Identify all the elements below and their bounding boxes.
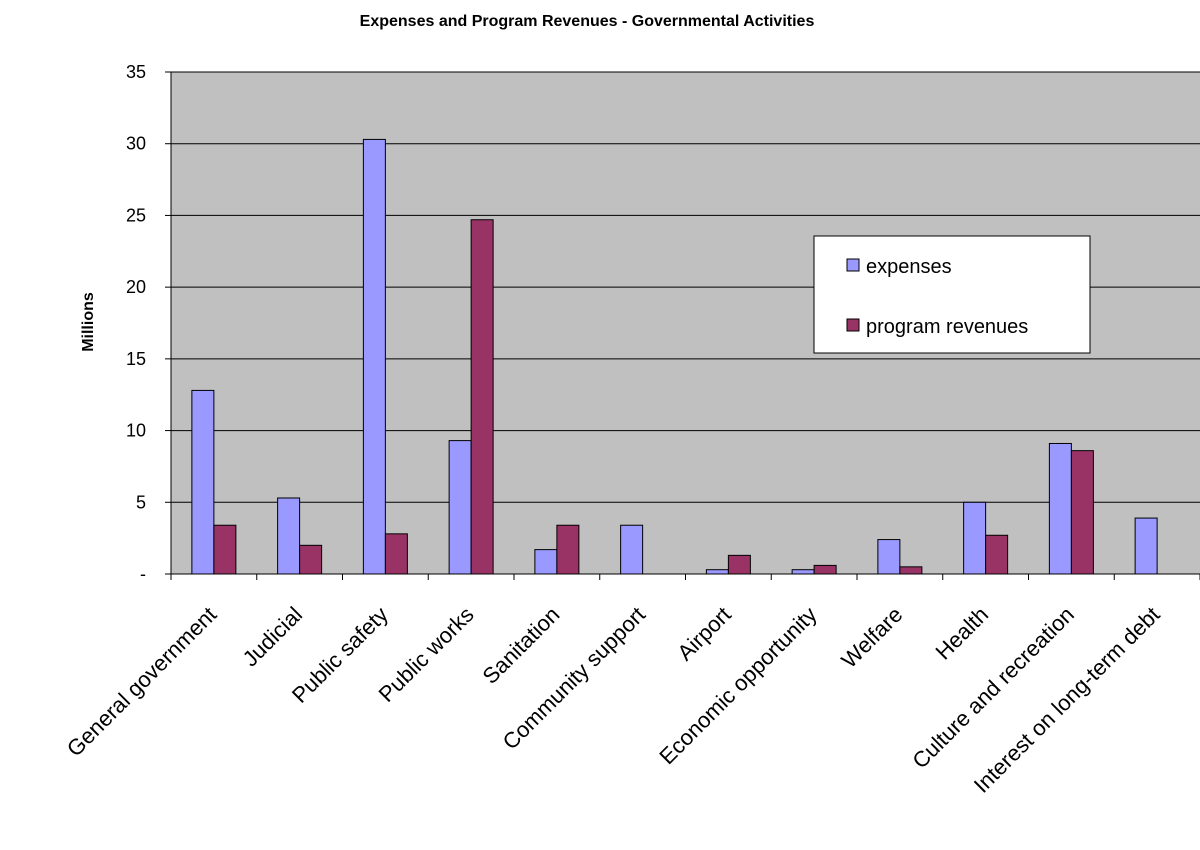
- bar-program-revenues-judicial: [299, 544, 323, 575]
- bar-expenses-public-safety: [362, 138, 386, 575]
- x-tick-label-welfare: Welfare: [836, 602, 907, 673]
- y-tick-label-5: 5: [136, 492, 146, 512]
- bar-expenses-public-works: [448, 440, 472, 575]
- y-tick-label-10: 10: [126, 421, 146, 441]
- bar-expenses-culture-and-recreation: [1048, 442, 1072, 575]
- bar-program-revenues-welfare: [899, 566, 923, 575]
- bar-program-revenues-airport: [727, 554, 751, 575]
- bar-expenses-airport: [705, 569, 729, 575]
- bar-expenses-health: [963, 501, 987, 575]
- bar-expenses-economic-opportunity: [791, 569, 815, 575]
- legend-label-expenses: expenses: [866, 256, 952, 278]
- x-tick-label-airport: Airport: [672, 602, 735, 665]
- bar-expenses-interest-on-long-term-debt: [1134, 517, 1158, 575]
- legend-swatch-program-revenues: [846, 318, 860, 332]
- chart-title: Expenses and Program Revenues - Governme…: [360, 13, 815, 30]
- bar-expenses-sanitation: [534, 549, 558, 575]
- bar-expenses-welfare: [877, 539, 901, 575]
- legend: expenses program revenues: [813, 235, 1091, 354]
- y-axis-label: Millions: [80, 292, 97, 352]
- y-tick-labels: - 5 10 15 20 25 30 35: [126, 62, 146, 584]
- bar-program-revenues-public-works: [470, 219, 494, 575]
- y-tick-label-35: 35: [126, 62, 146, 82]
- y-tick-label-15: 15: [126, 349, 146, 369]
- axes: [165, 71, 1200, 580]
- y-tick-label-30: 30: [126, 134, 146, 154]
- bar-program-revenues-culture-and-recreation: [1070, 450, 1094, 575]
- bar-expenses-judicial: [277, 497, 301, 575]
- x-tick-label-judicial: Judicial: [238, 602, 308, 672]
- bar-program-revenues-public-safety: [384, 533, 408, 575]
- x-tick-label-general-government: General government: [62, 602, 221, 761]
- legend-swatch-expenses: [846, 258, 860, 272]
- x-tick-label-economic-opportunity: Economic opportunity: [654, 602, 821, 769]
- bar-expenses-community-support: [620, 524, 644, 575]
- y-tick-label-25: 25: [126, 205, 146, 225]
- y-tick-label-0: -: [140, 564, 146, 584]
- bars: [191, 138, 1158, 575]
- x-tick-label-health: Health: [931, 602, 994, 665]
- bar-program-revenues-general-government: [213, 524, 237, 575]
- x-tick-label-sanitation: Sanitation: [478, 602, 565, 689]
- bar-program-revenues-health: [985, 534, 1009, 575]
- gridlines: [171, 71, 1200, 503]
- x-tick-label-community-support: Community support: [498, 602, 651, 755]
- bar-program-revenues-economic-opportunity: [813, 564, 837, 575]
- bar-program-revenues-sanitation: [556, 524, 580, 575]
- y-tick-label-20: 20: [126, 277, 146, 297]
- legend-box: [813, 235, 1091, 354]
- bar-expenses-general-government: [191, 389, 215, 575]
- legend-label-program-revenues: program revenues: [866, 316, 1028, 338]
- x-tick-label-culture-and-recreation: Culture and recreation: [907, 602, 1079, 774]
